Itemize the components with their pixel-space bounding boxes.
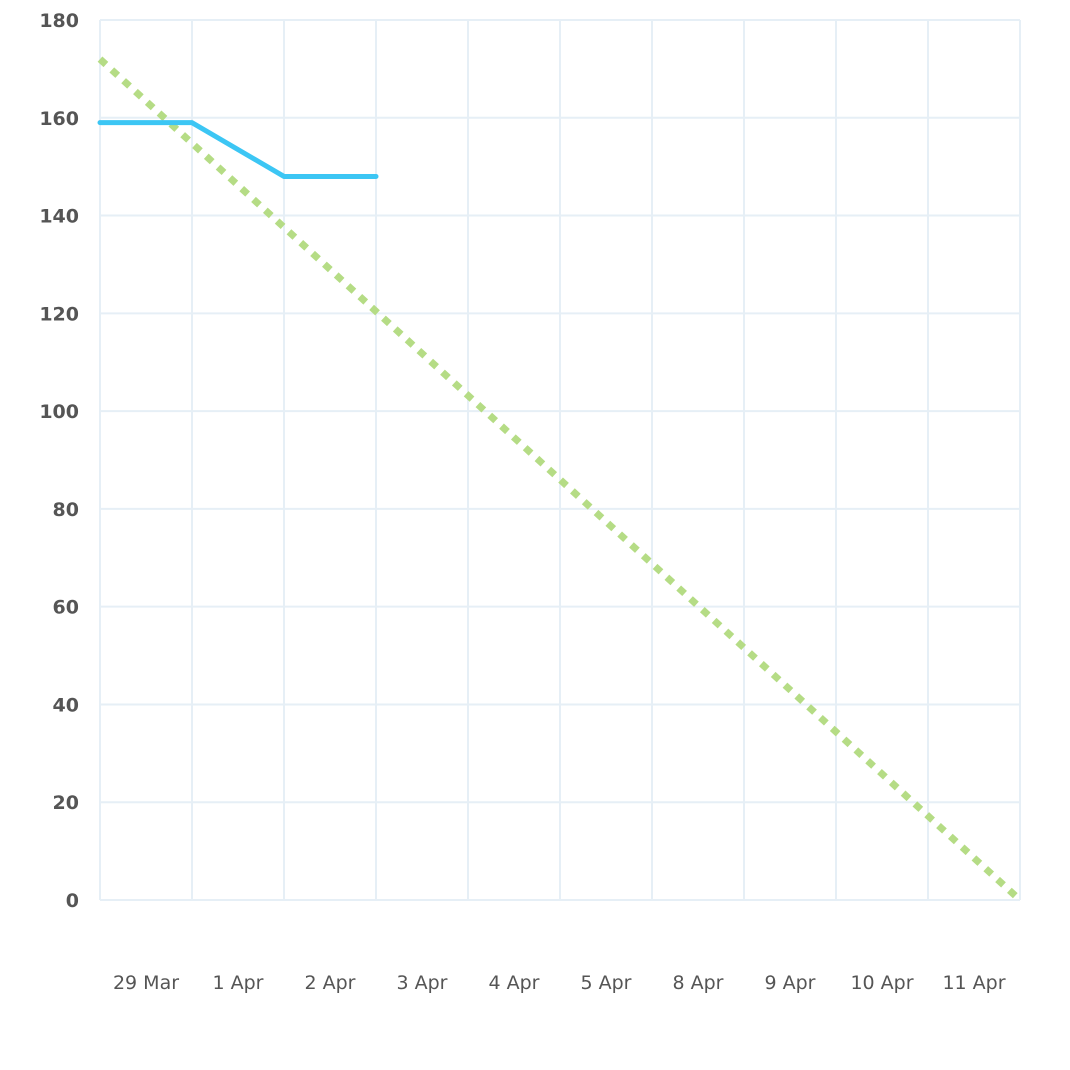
x-tick-label: 10 Apr xyxy=(850,972,913,994)
y-tick-label: 60 xyxy=(53,597,79,619)
x-tick-label: 11 Apr xyxy=(942,972,1005,994)
y-axis: 0 20 40 60 80 100 120 140 160 180 xyxy=(39,10,79,912)
x-tick-label: 9 Apr xyxy=(765,972,816,994)
x-tick-label: 2 Apr xyxy=(305,972,356,994)
chart-series xyxy=(97,56,1023,903)
x-tick-label: 5 Apr xyxy=(581,972,632,994)
y-tick-label: 120 xyxy=(39,303,79,325)
y-tick-label: 80 xyxy=(53,499,79,521)
x-tick-label: 29 Mar xyxy=(113,972,179,994)
y-tick-label: 0 xyxy=(66,890,79,912)
x-axis: 29 Mar 1 Apr 2 Apr 3 Apr 4 Apr 5 Apr 8 Apr 9 Ap… xyxy=(113,972,1006,994)
x-tick-label: 1 Apr xyxy=(213,972,264,994)
x-tick-label: 4 Apr xyxy=(489,972,540,994)
y-tick-label: 180 xyxy=(39,10,79,32)
x-tick-label: 8 Apr xyxy=(673,972,724,994)
x-tick-label: 3 Apr xyxy=(397,972,448,994)
y-tick-label: 20 xyxy=(53,792,79,814)
y-tick-label: 140 xyxy=(39,206,79,228)
actual-burndown-line xyxy=(97,120,379,179)
y-tick-label: 40 xyxy=(53,694,79,716)
chart-grid xyxy=(99,19,1021,901)
y-tick-label: 100 xyxy=(39,401,79,423)
y-tick-label: 160 xyxy=(39,108,79,130)
